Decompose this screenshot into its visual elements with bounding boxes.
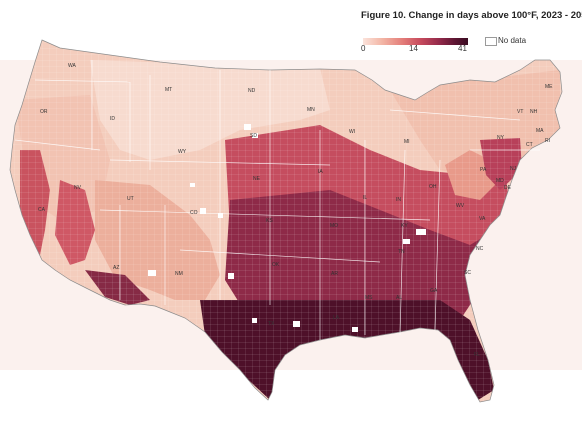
no-data-swatch xyxy=(485,37,497,46)
state-label-mo: MO xyxy=(330,223,338,229)
state-label-pa: PA xyxy=(480,167,487,173)
state-label-nd: ND xyxy=(248,88,256,94)
legend-max-label: 41 xyxy=(458,44,467,53)
state-label-in: IN xyxy=(396,197,401,203)
figure-title: Figure 10. Change in days above 100°F, 2… xyxy=(361,10,582,21)
state-label-ky: KY xyxy=(401,223,408,229)
state-label-al: AL xyxy=(396,295,402,301)
state-label-nj: NJ xyxy=(510,166,517,172)
state-label-ok: OK xyxy=(272,262,280,268)
state-label-mi: MI xyxy=(404,139,410,145)
state-label-mt: MT xyxy=(165,87,172,93)
state-label-fl: FL xyxy=(474,352,480,358)
state-label-ma: MA xyxy=(536,128,544,134)
state-label-de: DE xyxy=(504,185,512,191)
state-label-co: CO xyxy=(190,210,198,216)
state-label-il: IL xyxy=(363,195,367,201)
state-label-nm: NM xyxy=(175,271,183,277)
state-label-wy: WY xyxy=(178,149,187,155)
state-label-me: ME xyxy=(545,84,553,90)
state-label-vt: VT xyxy=(517,109,523,115)
legend-color-scale xyxy=(363,38,468,45)
state-label-sd: SD xyxy=(250,133,257,139)
state-label-md: MD xyxy=(496,178,504,184)
state-label-nv: NV xyxy=(74,185,82,191)
state-label-ut: UT xyxy=(127,196,134,202)
state-label-ar: AR xyxy=(331,271,338,277)
state-label-wv: WV xyxy=(456,203,465,209)
state-label-wa: WA xyxy=(68,63,77,69)
state-label-ks: KS xyxy=(266,218,273,224)
state-label-tn: TN xyxy=(398,249,405,255)
state-label-ne: NE xyxy=(253,176,261,182)
state-label-tx: TX xyxy=(268,321,275,327)
state-label-la: LA xyxy=(333,315,340,321)
no-data-label: No data xyxy=(498,36,527,45)
state-label-id: ID xyxy=(110,116,115,122)
state-label-ca: CA xyxy=(38,207,46,213)
state-label-or: OR xyxy=(40,109,48,115)
no-data-patches xyxy=(148,124,426,332)
state-borders xyxy=(14,60,540,340)
legend: 0 14 41 No data xyxy=(0,0,582,60)
state-label-ga: GA xyxy=(430,288,438,294)
state-label-ny: NY xyxy=(497,135,505,141)
state-label-ri: RI xyxy=(545,138,550,144)
state-label-mn: MN xyxy=(307,107,315,113)
state-label-sc: SC xyxy=(464,270,471,276)
state-label-ct: CT xyxy=(526,142,533,148)
state-labels: WA OR MT ID ND MN WY SD NV UT CO NE IA W… xyxy=(38,63,553,358)
legend-mid-label: 14 xyxy=(409,44,418,53)
state-label-az: AZ xyxy=(113,265,119,271)
legend-min-label: 0 xyxy=(361,44,366,53)
state-label-va: VA xyxy=(479,216,486,222)
state-label-oh: OH xyxy=(429,184,437,190)
state-label-wi: WI xyxy=(349,129,355,135)
state-label-nh: NH xyxy=(530,109,538,115)
state-label-ms: MS xyxy=(365,295,373,301)
state-label-nc: NC xyxy=(476,246,484,252)
state-label-ia: IA xyxy=(318,169,323,175)
